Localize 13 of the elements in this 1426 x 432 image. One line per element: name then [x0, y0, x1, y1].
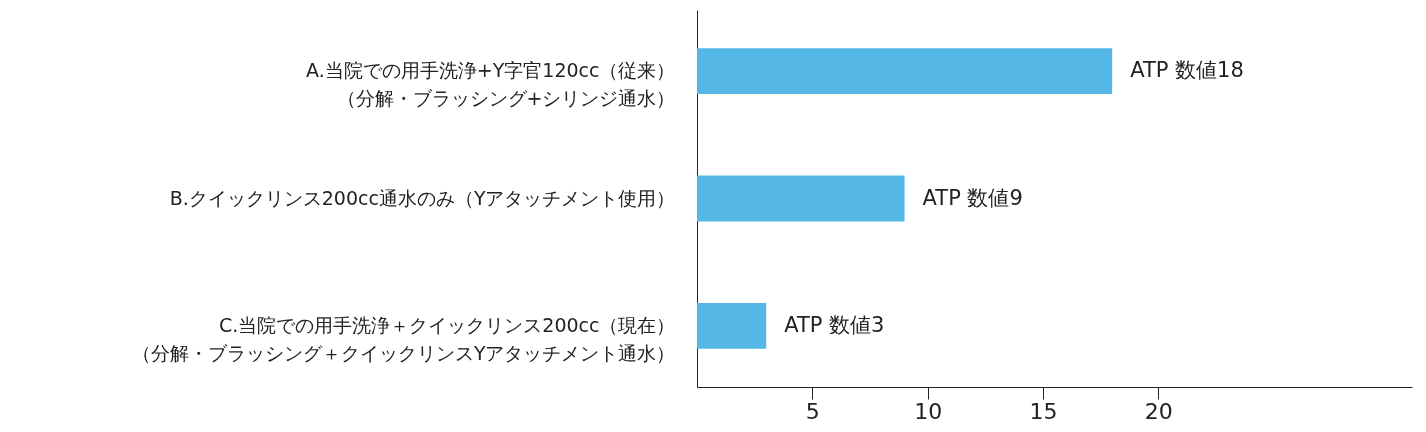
y-tick-label: C.当院での用手洗浄＋クイックリンス200cc（現在）（分解・ブラッシング＋クイックリンスYアタッチメント通水）: [131, 313, 676, 364]
data-label: ATP 数値3: [784, 312, 885, 337]
x-tick-label: 5: [805, 398, 820, 424]
bar: [697, 175, 905, 222]
bar: [697, 48, 1113, 95]
x-tick-label: 20: [1144, 398, 1173, 424]
x-tick-label: 10: [914, 398, 943, 424]
y-tick-label: A.当院での用手洗浄+Y字官120cc（従来）（分解・ブラッシング+シリンジ通水）: [306, 59, 676, 110]
data-label: ATP 数値18: [1130, 58, 1244, 83]
data-label: ATP 数値9: [922, 185, 1023, 210]
y-tick-label: B.クイックリンス200cc通水のみ（Yアタッチメント使用）: [169, 186, 676, 209]
bar: [697, 302, 767, 349]
x-tick-label: 15: [1029, 398, 1058, 424]
